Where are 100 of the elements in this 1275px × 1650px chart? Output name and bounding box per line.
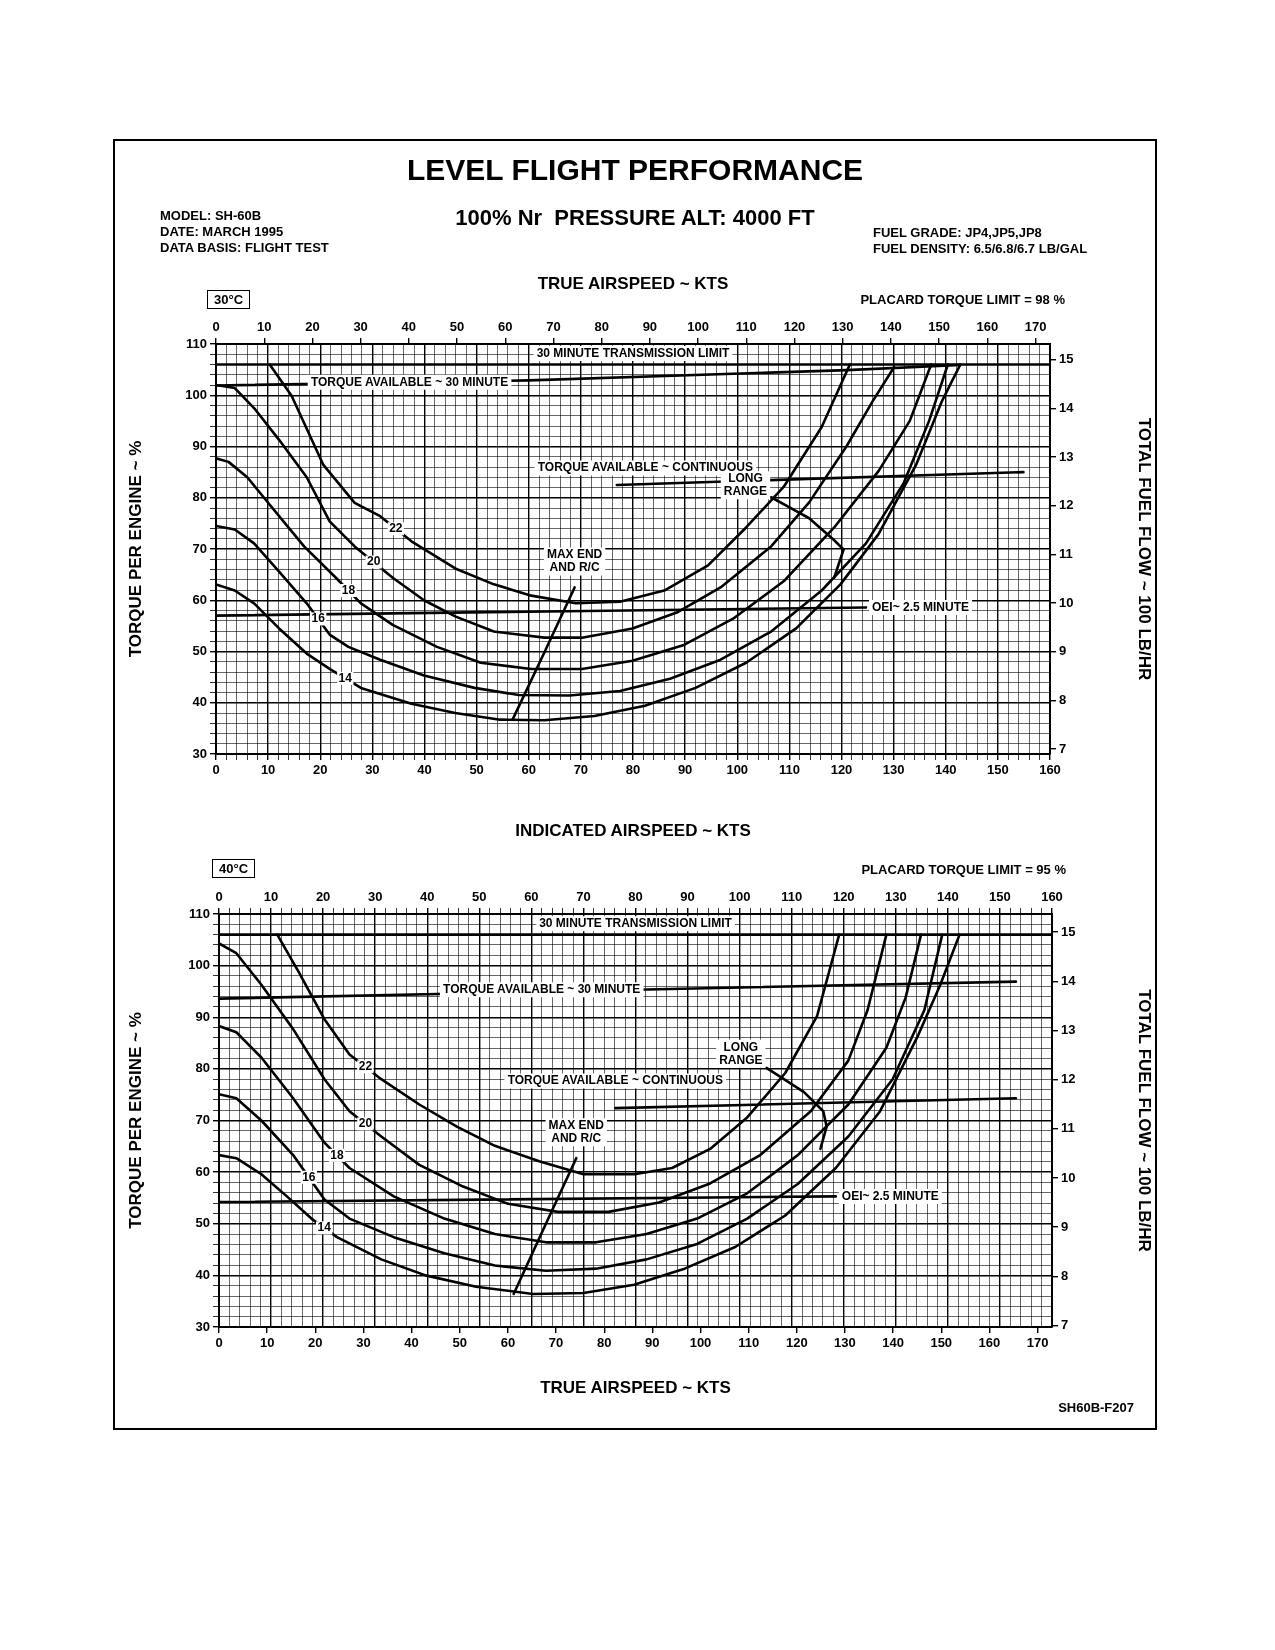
x-tick-label: 20	[308, 1335, 323, 1351]
x-tick-label: 70	[573, 762, 589, 778]
x-tick-label: 100	[689, 1335, 712, 1351]
x2-tick-label: 70	[546, 318, 561, 334]
y2-tick-label: 7	[1061, 1317, 1069, 1333]
series-label: OEI~ 2.5 MINUTE	[841, 1188, 939, 1203]
x2-tick-label: 0	[212, 318, 220, 334]
x-tick-label: 10	[260, 762, 276, 778]
x2-tick-label: 110	[781, 888, 803, 904]
series-label: 16	[302, 1169, 316, 1184]
series-label: 22	[389, 521, 403, 536]
x2-tick-label: 70	[576, 888, 591, 904]
x2-tick-label: 170	[1024, 318, 1047, 334]
x2-tick-label: 60	[498, 318, 513, 334]
x2-tick-label: 40	[420, 888, 435, 904]
x2-tick-label: 140	[937, 888, 959, 904]
y2-tick-label: 13	[1061, 1022, 1076, 1038]
x2-tick-label: 150	[989, 888, 1011, 904]
x-tick-label: 100	[726, 762, 749, 778]
y-tick-label: 100	[188, 957, 210, 973]
series-label: OEI~ 2.5 MINUTE	[872, 599, 970, 614]
ref-line-label: 30 MINUTE TRANSMISSION LIMIT	[539, 915, 733, 930]
y2-tick-label: 11	[1061, 1120, 1075, 1136]
series-label: TORQUE AVAILABLE ~ 30 MINUTE	[310, 374, 509, 389]
y-axis-title: TORQUE PER ENGINE ~ %	[125, 440, 145, 658]
series-label: 20	[358, 1116, 373, 1131]
y2-axis-title: TOTAL FUEL FLOW ~ 100 LB/HR	[1135, 989, 1155, 1252]
x-tick-label: 60	[521, 762, 536, 778]
series-label: TORQUE AVAILABLE ~ 30 MINUTE	[443, 982, 641, 997]
text: 40°C	[212, 859, 256, 878]
x2-tick-label: 0	[215, 888, 223, 904]
y-axis-title: TORQUE PER ENGINE ~ %	[125, 1012, 145, 1229]
x-tick-label: 120	[785, 1335, 808, 1351]
y2-tick-label: 12	[1061, 1071, 1076, 1087]
x2-tick-label: 10	[256, 318, 272, 334]
x-tick-label: 10	[259, 1335, 275, 1351]
x-tick-label: 30	[365, 762, 380, 778]
x2-tick-label: 20	[315, 888, 331, 904]
x-tick-label: 0	[215, 1335, 223, 1351]
text: FUEL GRADE: JP4,JP5,JP8	[873, 225, 1042, 240]
x2-tick-label: 30	[353, 318, 368, 334]
y2-tick-label: 14	[1061, 972, 1077, 988]
chart-title: LEVEL FLIGHT PERFORMANCE	[405, 153, 865, 187]
x-tick-label: 110	[778, 762, 800, 778]
x-tick-label: 60	[500, 1335, 516, 1351]
x-tick-label: 50	[452, 1335, 467, 1351]
y-tick-label: 40	[195, 1266, 210, 1282]
x-tick-label: 140	[882, 1335, 904, 1351]
x2-tick-label: 40	[401, 318, 417, 334]
x-tick-label: 80	[596, 1335, 612, 1351]
y-tick-label: 70	[192, 540, 207, 556]
x-tick-label: 150	[930, 1335, 953, 1351]
x2-tick-label: 150	[928, 318, 950, 334]
x-tick-label: 30	[356, 1335, 371, 1351]
x-tick-label: 130	[834, 1335, 856, 1351]
x2-tick-label: 90	[642, 318, 658, 334]
text: 30°C	[207, 290, 251, 309]
x-tick-label: 40	[404, 1335, 419, 1351]
x-tick-label: 70	[548, 1335, 564, 1351]
y-tick-label: 80	[195, 1060, 210, 1076]
y2-tick-label: 15	[1059, 351, 1074, 367]
text: DATA BASIS: FLIGHT TEST	[160, 240, 329, 255]
x-axis-title: TRUE AIRSPEED ~ KTS	[540, 1378, 731, 1398]
series-label: 14	[338, 670, 353, 685]
y-tick-label: 100	[185, 386, 207, 402]
series-label: 20	[367, 554, 381, 569]
x2-tick-label: 140	[880, 318, 902, 334]
x2-tick-label: 80	[628, 888, 643, 904]
text: DATE: MARCH 1995	[160, 224, 284, 239]
x2-tick-label: 10	[263, 888, 279, 904]
y2-tick-label: 8	[1059, 692, 1067, 708]
x-tick-label: 160	[1039, 762, 1061, 778]
text: MODEL: SH-60B	[160, 208, 262, 223]
y-tick-label: 70	[195, 1112, 210, 1128]
y2-tick-label: 10	[1061, 1169, 1076, 1185]
text: SH60B-F207	[1058, 1400, 1134, 1415]
ref-line-label: 30 MINUTE TRANSMISSION LIMIT	[536, 345, 730, 360]
x-tick-label: 160	[978, 1335, 1001, 1351]
y2-tick-label: 9	[1059, 643, 1067, 659]
y-tick-label: 50	[195, 1215, 210, 1231]
x2-tick-label: 160	[976, 318, 999, 334]
x2-tick-label: 90	[680, 888, 695, 904]
x2-tick-label: 50	[472, 888, 487, 904]
series-label: TORQUE AVAILABLE ~ CONTINUOUS	[507, 1073, 723, 1088]
series-label: 18	[330, 1147, 344, 1162]
x2-tick-label: 100	[687, 318, 709, 334]
text: MAX END AND R/C	[546, 547, 603, 575]
y2-tick-label: 10	[1059, 594, 1074, 610]
x2-axis-title: TRUE AIRSPEED ~ KTS	[537, 273, 729, 293]
x-tick-label: 150	[987, 762, 1009, 778]
y2-tick-label: 13	[1059, 448, 1074, 464]
x-tick-label: 80	[625, 762, 641, 778]
x2-tick-label: 130	[831, 318, 854, 334]
y2-tick-label: 9	[1061, 1218, 1069, 1234]
x2-tick-label: 50	[449, 318, 465, 334]
x2-tick-label: 20	[305, 318, 320, 334]
series-label: 16	[311, 611, 326, 626]
y2-tick-label: 8	[1061, 1267, 1069, 1283]
y-tick-label: 90	[192, 438, 207, 454]
text: MAX END AND R/C	[548, 1118, 605, 1145]
